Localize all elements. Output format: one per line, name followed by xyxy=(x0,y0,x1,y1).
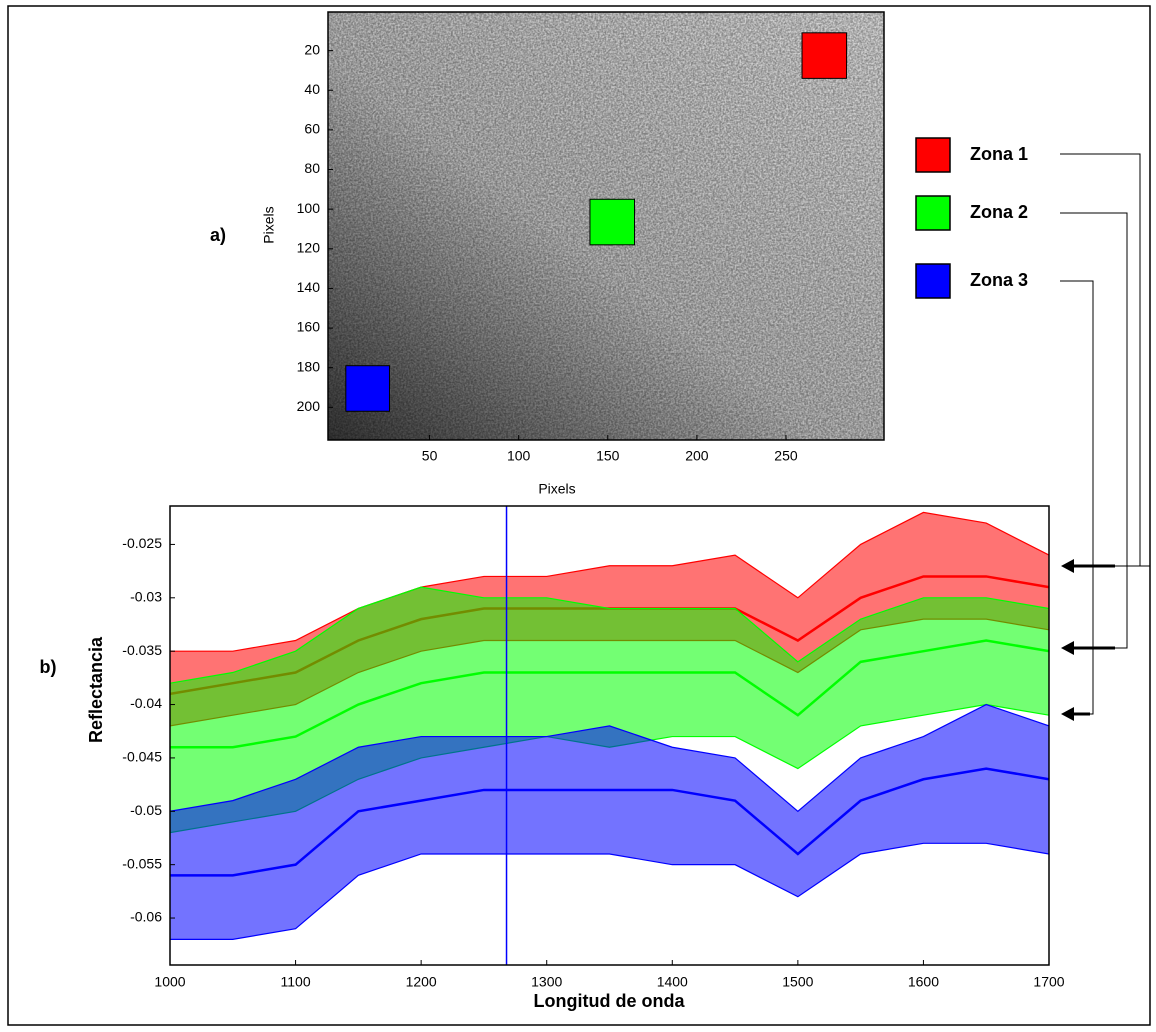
arrow-heads xyxy=(1061,559,1074,721)
y-tick-label: 80 xyxy=(304,160,320,176)
y-axis-title: Pixels xyxy=(261,206,277,243)
y-tick-label: -0.06 xyxy=(130,909,162,925)
image-texture xyxy=(328,12,884,440)
zone-band xyxy=(170,704,1049,940)
envelope-line xyxy=(170,842,1049,940)
y-tick-label: 160 xyxy=(297,319,321,335)
x-tick-label: 1700 xyxy=(1033,974,1064,990)
x-tick-label: 100 xyxy=(507,448,531,464)
legend-swatch xyxy=(915,195,951,231)
zone-band xyxy=(170,587,1049,833)
x-axis-title: Pixels xyxy=(538,481,575,497)
plot-frame xyxy=(169,505,1050,966)
y-tick-label: -0.025 xyxy=(122,535,162,551)
y-tick-label: -0.055 xyxy=(122,855,162,871)
x-tick-label: 50 xyxy=(422,448,438,464)
x-tick-label: 1200 xyxy=(406,974,437,990)
zone-box xyxy=(589,198,636,246)
y-tick-label: 180 xyxy=(297,358,321,374)
y-tick-label: 120 xyxy=(297,239,321,255)
connectors xyxy=(1060,153,1150,715)
panel-label: b) xyxy=(40,657,57,677)
y-tick-label: -0.035 xyxy=(122,642,162,658)
x-tick-label: 1100 xyxy=(281,974,311,990)
x-tick-label: 1300 xyxy=(531,974,562,990)
y-tick-label: 40 xyxy=(304,81,320,97)
x-tick-label: 1500 xyxy=(782,974,813,990)
y-tick-label: 140 xyxy=(297,279,321,295)
y-tick-label: 200 xyxy=(297,398,321,414)
y-tick-label: 100 xyxy=(297,200,321,216)
y-tick-label: -0.05 xyxy=(130,802,162,818)
x-tick-label: 1600 xyxy=(908,974,939,990)
x-tick-label: 150 xyxy=(596,448,620,464)
y-tick-label: -0.045 xyxy=(122,749,162,765)
y-axis-title: Reflectancia xyxy=(86,636,106,743)
x-tick-label: 250 xyxy=(774,448,798,464)
x-axis-title: Longitud de onda xyxy=(534,991,686,1011)
arrows xyxy=(1068,564,1115,716)
zone-box xyxy=(801,32,848,79)
envelope-line xyxy=(170,511,1049,652)
x-tick-label: 200 xyxy=(685,448,709,464)
y-tick-label: 60 xyxy=(304,121,320,137)
series-line xyxy=(170,767,1049,877)
legend-label: Zona 1 xyxy=(970,144,1028,164)
y-tick-label: 20 xyxy=(304,41,320,57)
y-tick-label: -0.04 xyxy=(130,695,162,711)
x-tick-label: 1400 xyxy=(657,974,688,990)
legend-swatch xyxy=(915,263,951,299)
figure-border xyxy=(7,5,1151,1026)
panel-label: a) xyxy=(210,225,226,245)
envelope-line xyxy=(170,586,1049,684)
zone-box xyxy=(345,365,390,412)
legend-label: Zona 2 xyxy=(970,202,1028,222)
image-frame xyxy=(327,11,885,441)
x-tick-label: 1000 xyxy=(154,974,185,990)
series-line xyxy=(170,639,1049,749)
legend-swatch xyxy=(915,137,951,173)
legend-label: Zona 3 xyxy=(970,270,1028,290)
y-tick-label: -0.03 xyxy=(130,589,162,605)
envelope-line xyxy=(170,703,1049,813)
